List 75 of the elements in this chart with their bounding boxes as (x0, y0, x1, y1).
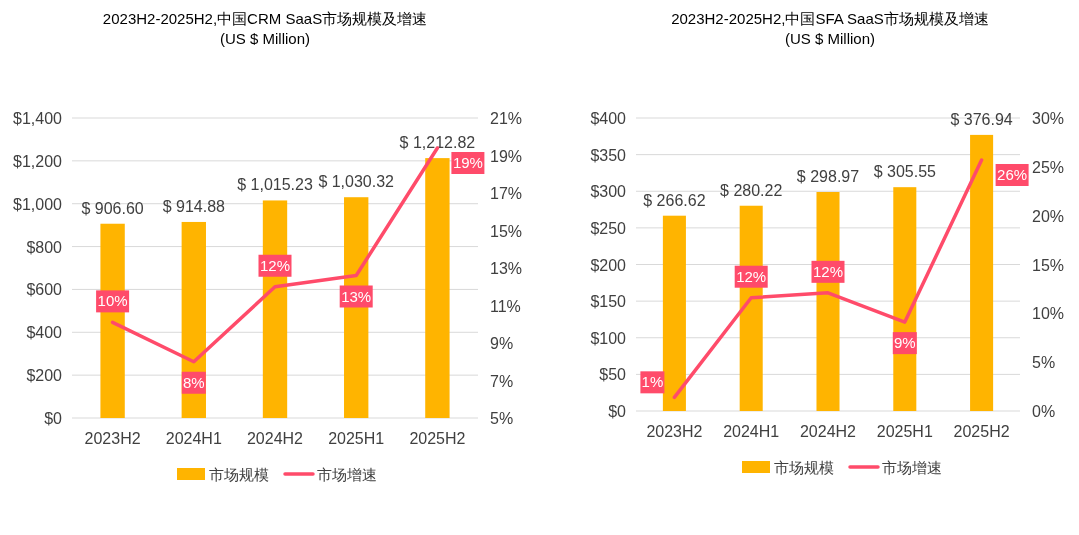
data-label: $ 298.97 (796, 168, 860, 185)
data-label: $ 906.60 (81, 199, 144, 217)
y-tick-label: $150 (590, 293, 627, 311)
y-tick-label: $50 (599, 366, 627, 384)
y-tick-label: $1,000 (13, 195, 63, 213)
x-tick-label: 2024H2 (246, 430, 304, 447)
y2-tick-label: 5% (490, 410, 514, 427)
y2-tick-label: 9% (490, 335, 514, 352)
data-label: $ 266.62 (643, 191, 706, 209)
legend-label: 市场增速 (882, 459, 942, 476)
data-label: 12% (812, 262, 844, 280)
chart-subtitle: (US $ Million) (219, 30, 311, 47)
y-tick-label: $0 (608, 403, 627, 420)
y2-tick-label: 11% (490, 297, 521, 315)
y-tick-label: $300 (590, 183, 627, 201)
x-tick-label: 2025H1 (328, 430, 385, 447)
y-tick-label: $800 (26, 238, 63, 256)
y2-tick-label: 15% (490, 222, 523, 240)
y2-tick-label: 7% (490, 372, 514, 390)
legend-label: 市场规模 (209, 466, 269, 483)
y2-tick-label: 5% (1032, 354, 1056, 372)
data-label: $ 1,212.82 (399, 134, 476, 152)
bar (662, 215, 686, 411)
y-tick-label: $350 (590, 146, 627, 164)
data-label: 26% (997, 166, 1028, 183)
x-tick-label: 2023H2 (84, 430, 141, 447)
y-tick-label: $200 (590, 256, 627, 274)
legend-label: 市场增速 (317, 466, 377, 483)
y2-tick-label: 21% (490, 110, 523, 127)
y2-tick-label: 17% (490, 185, 523, 202)
x-tick-label: 2025H2 (953, 423, 1010, 440)
y2-tick-label: 19% (490, 147, 523, 165)
y-tick-label: $200 (26, 367, 63, 385)
bar (970, 134, 994, 411)
data-label: 10% (97, 292, 128, 310)
x-tick-label: 2024H2 (799, 423, 857, 440)
y-tick-label: $400 (590, 110, 627, 127)
data-label: $ 305.55 (873, 163, 937, 181)
data-label: 1% (641, 373, 664, 391)
data-label: 12% (259, 256, 291, 274)
legend-label: 市场规模 (774, 459, 834, 476)
data-label: 8% (182, 373, 205, 391)
y-tick-label: $1,200 (13, 152, 63, 170)
y2-tick-label: 0% (1032, 403, 1056, 420)
data-label: 9% (893, 334, 916, 352)
x-tick-label: 2024H1 (723, 423, 780, 440)
y-tick-label: $400 (26, 324, 63, 342)
x-tick-label: 2025H2 (409, 430, 466, 447)
bar (100, 223, 125, 418)
data-label: $ 376.94 (950, 110, 1013, 128)
x-tick-label: 2025H1 (876, 423, 933, 440)
y2-tick-label: 10% (1032, 305, 1065, 323)
y-tick-label: $1,400 (13, 110, 63, 127)
y2-tick-label: 20% (1032, 207, 1065, 225)
data-label: 12% (736, 267, 767, 285)
data-label: 19% (452, 154, 483, 171)
y-tick-label: $250 (590, 219, 627, 237)
data-label: $ 1,030.32 (318, 173, 395, 191)
data-label: 13% (341, 287, 372, 305)
bar (425, 158, 450, 418)
data-label: $ 280.22 (720, 181, 783, 199)
data-label: $ 914.88 (162, 197, 226, 215)
chart-title: 2023H2-2025H2,中国SFA SaaS市场规模及增速 (671, 10, 989, 27)
chart-subtitle: (US $ Million) (784, 30, 876, 47)
x-tick-label: 2024H1 (165, 430, 222, 447)
y2-tick-label: 15% (1032, 256, 1065, 274)
data-label: $ 1,015.23 (237, 176, 313, 194)
y2-tick-label: 30% (1032, 110, 1065, 127)
y2-tick-label: 25% (1032, 158, 1065, 176)
x-tick-label: 2023H2 (646, 423, 703, 440)
y-tick-label: $100 (590, 329, 627, 347)
y-tick-label: $0 (44, 410, 63, 427)
y-tick-label: $600 (26, 281, 63, 299)
y2-tick-label: 13% (490, 260, 523, 277)
chart-title: 2023H2-2025H2,中国CRM SaaS市场规模及增速 (102, 10, 428, 27)
